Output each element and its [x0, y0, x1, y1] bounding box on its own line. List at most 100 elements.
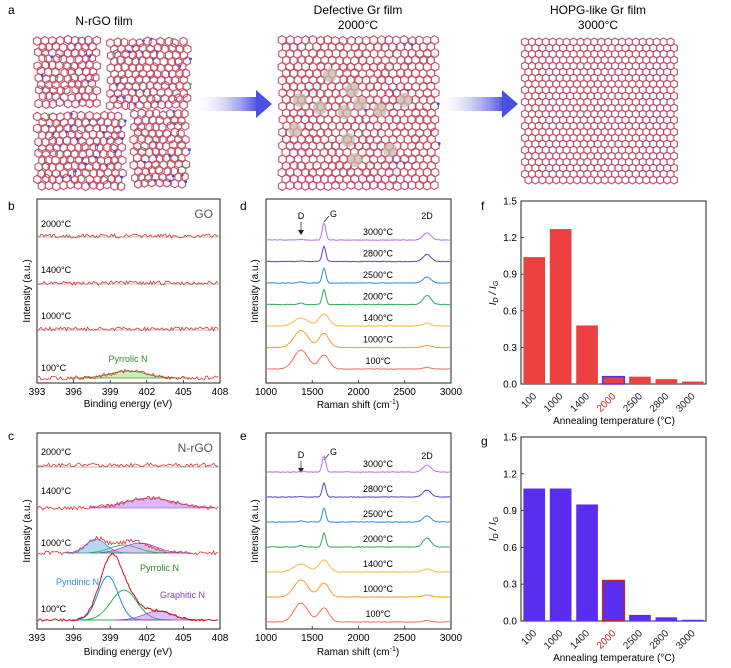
- panel-d-xlabel: Raman shift (cm-1): [317, 399, 399, 411]
- raman-trace-label: 2800°C: [363, 249, 394, 259]
- panel-b-sample-label: GO: [194, 207, 213, 221]
- defective-film-temperature: 2000°C: [338, 18, 378, 32]
- panel-label-e: e: [240, 429, 247, 443]
- panel-c-sample-label: N-rGO: [178, 441, 213, 455]
- raman-traces-e: [266, 455, 451, 623]
- y-tick-label: 0.3: [503, 343, 517, 354]
- bar-3000: [681, 619, 704, 621]
- trace-label: 1400°C: [41, 265, 72, 275]
- panel-c-ylabel: Intensity (a.u.): [22, 499, 33, 562]
- x-tick-label: 100: [520, 391, 540, 411]
- 2d-band-label: 2D: [421, 451, 433, 461]
- y-tick-label: 1.2: [503, 233, 517, 244]
- panel-e-xlabel: Raman shift (cm-1): [317, 646, 399, 658]
- x-tick-label: 393: [29, 387, 46, 398]
- y-tick-label: 1.2: [503, 469, 517, 480]
- nrgo-film-title: N-rGO film: [75, 14, 132, 28]
- trace-label: 1400°C: [41, 486, 72, 496]
- xps-trace: [37, 495, 219, 511]
- raman-trace-label: 1400°C: [363, 313, 394, 323]
- panel-b-xticks: 393 396 399 402 405 408: [29, 380, 229, 398]
- x-tick-label: 1000: [542, 628, 566, 652]
- x-tick-label: 396: [65, 387, 82, 398]
- y-tick-label: 1.5: [503, 197, 517, 208]
- raman-trace: [266, 531, 451, 548]
- panel-c-xlabel: Binding energy (eV): [84, 647, 172, 658]
- raman-trace-label: 1000°C: [363, 584, 394, 594]
- x-tick-label: 2000: [347, 387, 370, 398]
- x-tick-label: 2500: [394, 633, 417, 644]
- trace-label: 1000°C: [41, 311, 72, 321]
- raman-trace-labels-e: 3000°C 2800°C 2500°C 2000°C 1400°C 1000°C 100°…: [363, 459, 394, 619]
- bar-2000: [601, 375, 626, 385]
- x-tick-label: 2800: [648, 391, 672, 415]
- pyridinic-n-label: Pyridinic N: [56, 577, 99, 587]
- xps-trace: [37, 462, 219, 468]
- x-tick-label: 1000: [542, 391, 566, 415]
- panel-g-bars: [523, 488, 704, 622]
- x-tick-label: 2500: [621, 628, 645, 652]
- panel-f-bars: [523, 229, 704, 385]
- bar-1000: [549, 229, 572, 384]
- x-tick-label: 3000: [440, 633, 463, 644]
- y-tick-label: 0.9: [503, 506, 517, 517]
- xps-trace: [37, 233, 219, 239]
- x-tick-label: 2800: [648, 628, 672, 652]
- d-band-label: D: [298, 211, 305, 221]
- xps-trace: [37, 325, 219, 333]
- x-tick-label: 408: [212, 633, 229, 644]
- x-tick-label: 399: [102, 633, 119, 644]
- panel-label-g: g: [481, 434, 488, 448]
- x-tick-label: 2000: [595, 628, 619, 652]
- y-tick-label: 0.6: [503, 306, 517, 317]
- hopg-film-temperature: 3000°C: [578, 18, 618, 32]
- xps-trace: [37, 368, 219, 381]
- nrgo-100-pyrrolic: [81, 589, 171, 621]
- x-tick-label: 2000: [347, 633, 370, 644]
- x-tick-label: 1000: [255, 633, 278, 644]
- bar-2500: [629, 376, 651, 384]
- y-tick-label: 0.3: [503, 580, 517, 591]
- g-band-label: G: [330, 209, 337, 219]
- bar-2800: [655, 379, 678, 384]
- y-tick-label: 1.5: [503, 433, 517, 444]
- panel-d-frame: [265, 198, 452, 384]
- x-tick-label: 408: [212, 387, 229, 398]
- x-tick-label: 2000: [595, 391, 619, 415]
- pyrrolic-n-label: Pyrrolic N: [108, 354, 147, 364]
- g-band-arrow: [323, 215, 330, 223]
- hopg-lattice-image: [520, 37, 678, 185]
- d-band-arrowhead: [298, 468, 304, 473]
- raman-trace: [266, 481, 451, 498]
- raman-trace: [266, 288, 451, 306]
- panel-c-xticks: 393 396 399 402 405 408: [29, 626, 229, 644]
- panel-b-xlabel: Binding energy (eV): [84, 399, 172, 410]
- x-tick-label: 402: [138, 387, 155, 398]
- trace-label: 100°C: [41, 363, 67, 373]
- raman-trace-label: 100°C: [365, 609, 391, 619]
- panel-label-d: d: [240, 199, 247, 213]
- graphitic-n-label: Graphitic N: [160, 590, 205, 600]
- x-tick-label: 100: [520, 628, 540, 648]
- process-arrow-1: [198, 90, 272, 118]
- raman-trace: [266, 313, 451, 327]
- x-tick-label: 1000: [255, 387, 278, 398]
- raman-trace-label: 3000°C: [363, 227, 394, 237]
- bar-2000: [601, 579, 626, 622]
- raman-trace: [266, 267, 451, 284]
- raman-trace: [266, 244, 451, 263]
- trace-label: 100°C: [41, 604, 67, 614]
- raman-trace-label: 2000°C: [363, 292, 394, 302]
- panel-b-frame: [36, 198, 221, 384]
- process-arrow-2: [442, 90, 518, 118]
- hopg-film-title: HOPG-like Gr film: [550, 3, 646, 17]
- panel-e-xticks: 1000 1500 2000 2500 3000: [255, 626, 463, 644]
- nrgo-1400-peaks: [89, 497, 216, 509]
- x-tick-label: 2500: [394, 387, 417, 398]
- bar-1400: [576, 325, 598, 384]
- raman-trace: [266, 579, 451, 598]
- panel-label-f: f: [481, 199, 485, 213]
- nrgo-lattice-image: [32, 34, 192, 192]
- y-tick-label: 0.0: [503, 380, 517, 391]
